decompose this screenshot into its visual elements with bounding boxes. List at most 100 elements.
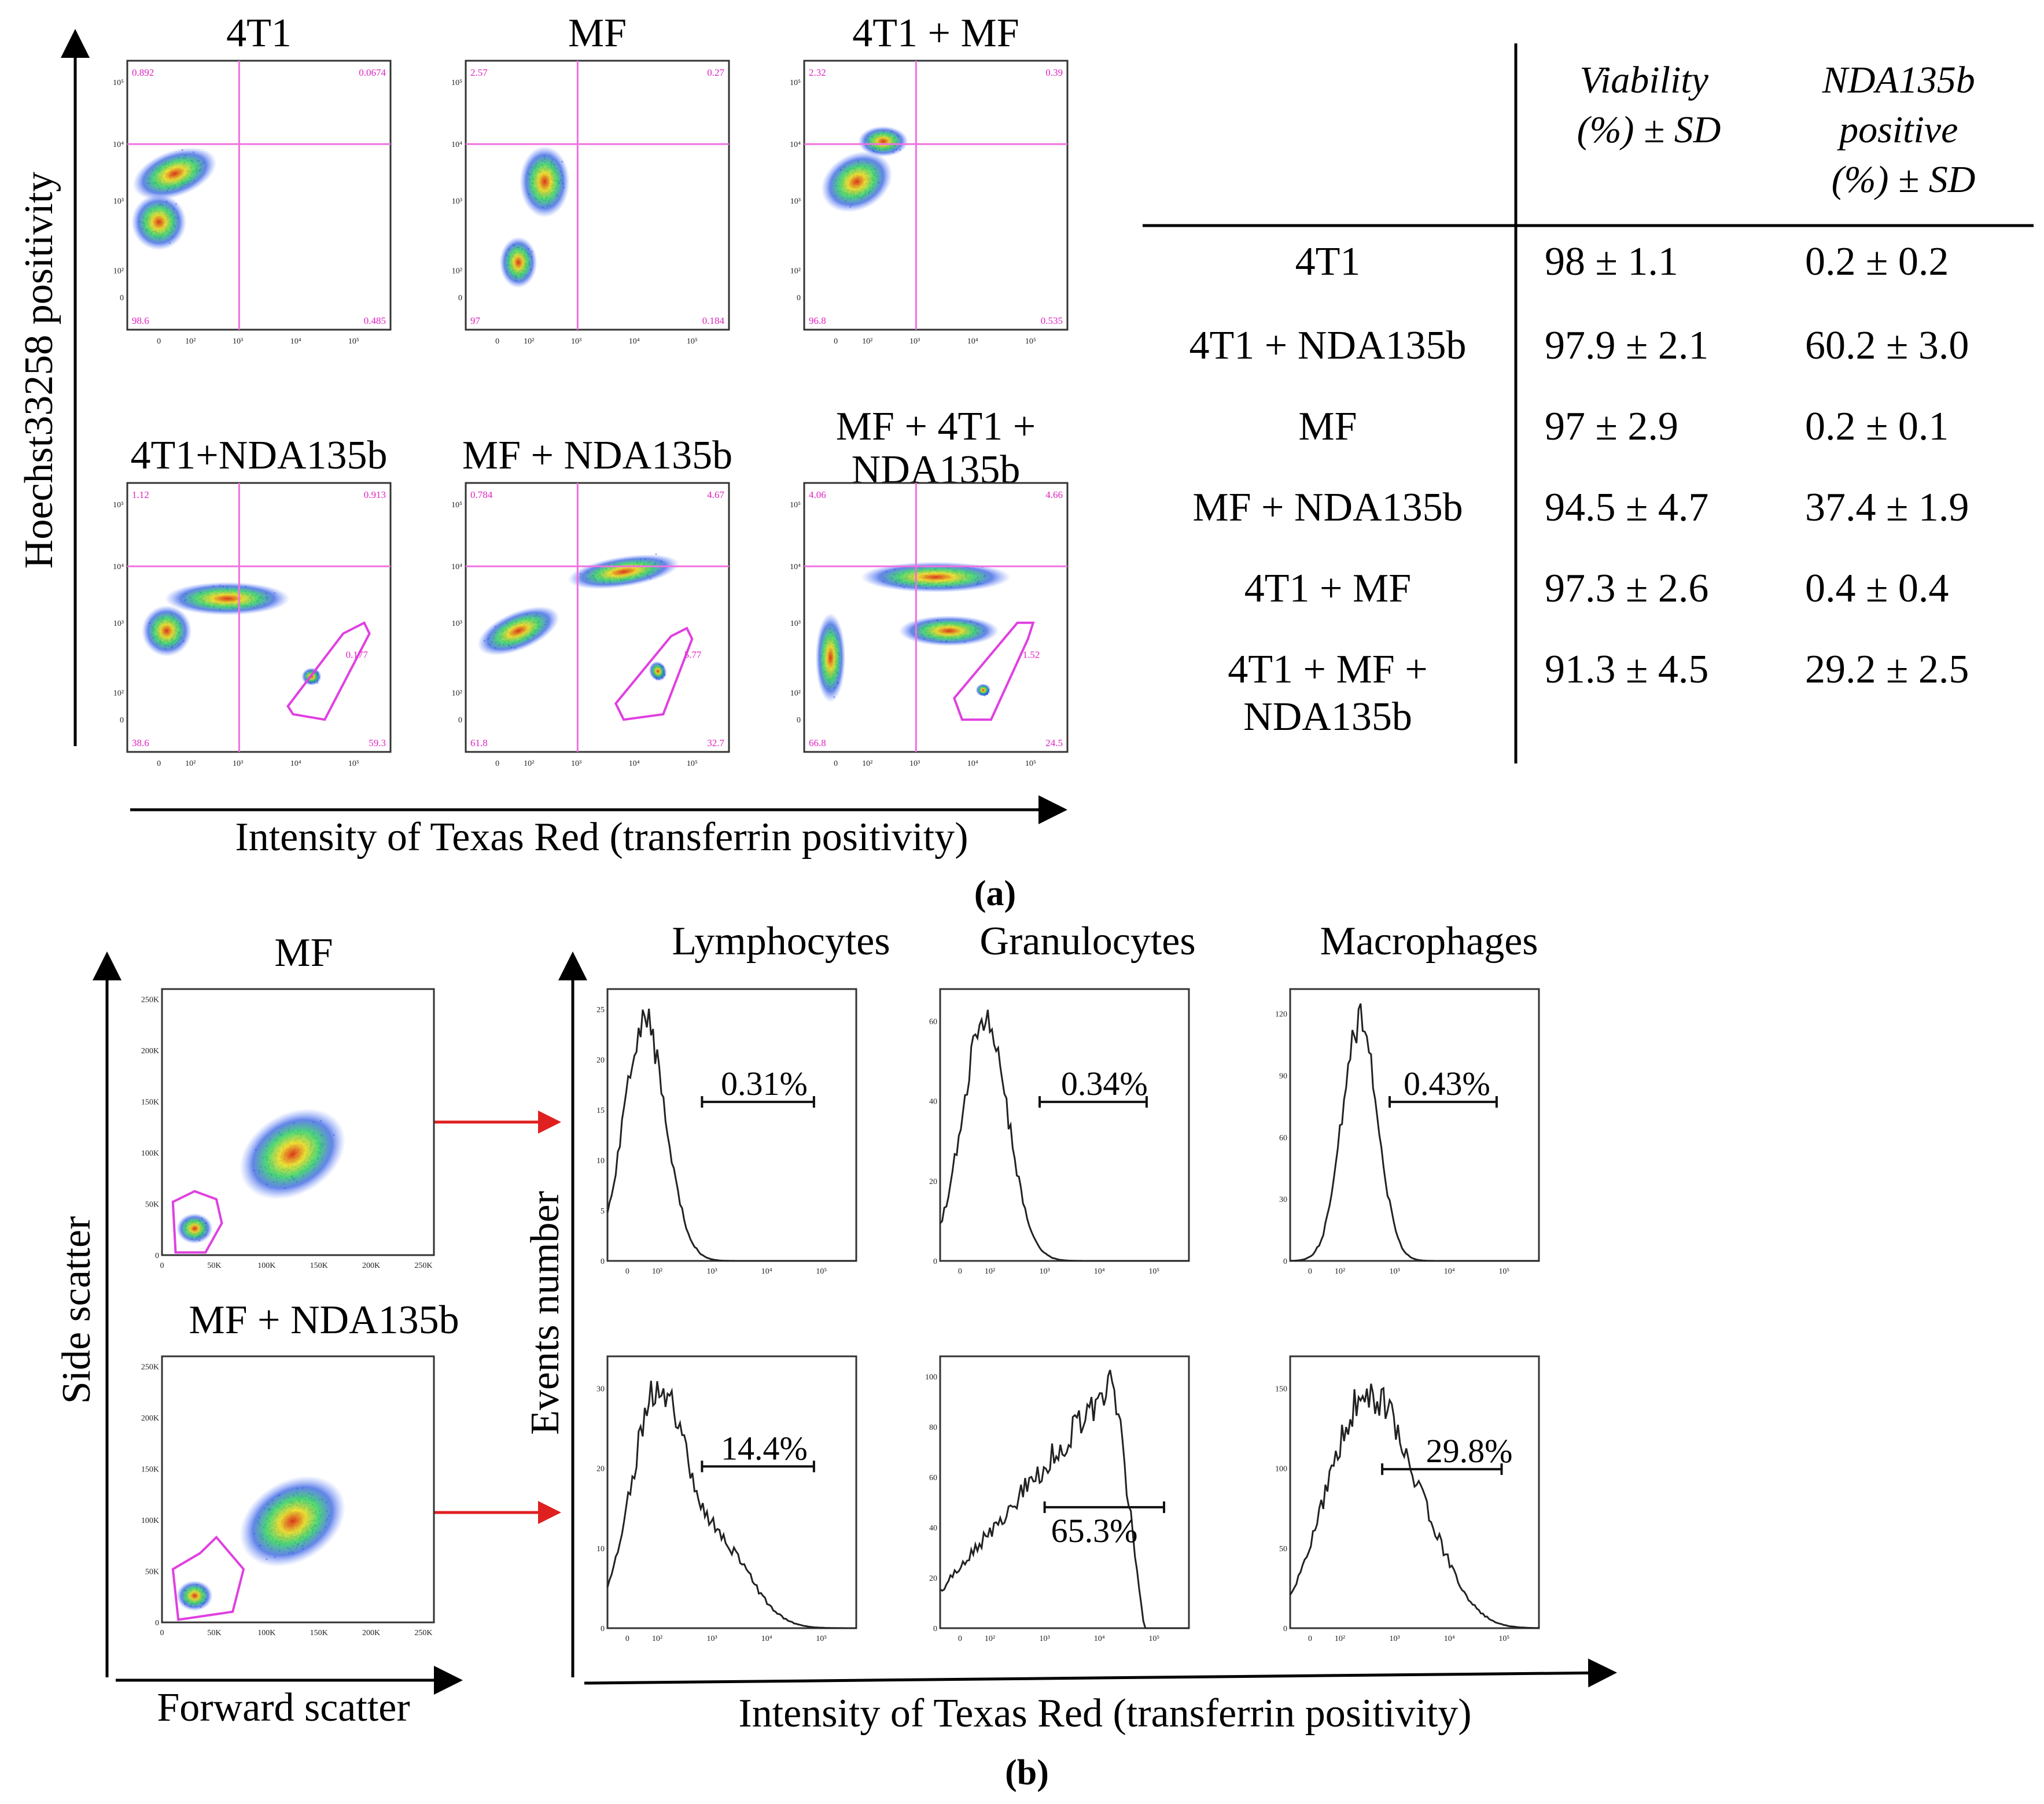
percent-label: 0.43% — [1404, 1065, 1490, 1102]
quadrant-lower-left: 61.8 — [470, 737, 488, 748]
x-tick-label: 10⁵ — [1498, 1635, 1509, 1643]
histogram-frame — [1289, 1355, 1540, 1629]
histogram: 0.34% 0 10² 10³ 10⁴ 10⁵ 0 20 40 60 — [929, 988, 1190, 1276]
y-tick-label: 0 — [933, 1257, 937, 1266]
scatter-title: MF + NDA135b — [189, 1298, 459, 1342]
x-tick-label: 0 — [160, 1261, 164, 1270]
y-tick-label: 250K — [141, 1363, 159, 1372]
quadrant-upper-left: 0.892 — [132, 67, 154, 78]
x-tick-label: 0 — [157, 759, 161, 768]
row-viability: 97 ± 2.9 — [1545, 404, 1678, 449]
quadrant-lower-left: 66.8 — [809, 737, 826, 748]
quadrant-lower-right: 0.184 — [702, 315, 725, 326]
dotplot-title: MF — [568, 11, 627, 56]
quadrant-lower-right: 59.3 — [369, 737, 386, 748]
y-tick-label: 10³ — [790, 197, 801, 206]
hist-x-axis-label: Intensity of Texas Red (transferrin posi… — [738, 1691, 1471, 1736]
event-cloud-density — [131, 194, 187, 250]
gate-value: 5.77 — [684, 649, 702, 660]
x-tick-label: 100K — [257, 1629, 275, 1637]
y-tick-label: 10² — [113, 689, 124, 698]
y-tick-label: 0 — [458, 294, 462, 302]
x-tick-label: 200K — [362, 1629, 380, 1637]
quadrant-lower-right: 24.5 — [1045, 737, 1063, 748]
histogram: 0.43% 0 10² 10³ 10⁴ 10⁵ 0 30 60 90 120 — [1275, 988, 1540, 1276]
event-cloud — [815, 613, 846, 703]
x-tick-label: 10³ — [571, 337, 581, 346]
quadrant-upper-right: 4.67 — [707, 489, 724, 500]
x-tick-label: 10⁵ — [1148, 1635, 1159, 1643]
x-tick-label: 200K — [362, 1261, 380, 1270]
percent-label: 0.31% — [721, 1065, 808, 1102]
x-tick-label: 10² — [1335, 1267, 1345, 1276]
quadrant-lower-left: 38.6 — [132, 737, 149, 748]
lymph-cluster — [176, 1580, 213, 1611]
event-cloud — [499, 237, 537, 288]
x-tick-label: 0 — [1308, 1267, 1312, 1276]
y-tick-label: 20 — [929, 1178, 937, 1186]
quadrant-lower-left: 98.6 — [132, 315, 149, 326]
x-tick-label: 10⁴ — [629, 759, 640, 768]
gate-polygon — [953, 621, 1035, 721]
event-cloud — [142, 605, 192, 656]
y-tick-label: 20 — [596, 1465, 605, 1474]
y-tick-label: 50K — [145, 1568, 159, 1577]
y-tick-label: 10² — [113, 267, 124, 276]
y-tick-label: 10⁴ — [113, 141, 124, 149]
y-tick-label: 5 — [601, 1207, 605, 1216]
header-viability: Viability (%) ± SD — [1577, 59, 1721, 151]
x-tick-label: 10⁵ — [816, 1267, 827, 1276]
event-cloud-density — [815, 613, 846, 703]
x-tick-label: 10⁵ — [816, 1635, 827, 1643]
row-sample-name: 4T1 — [1295, 239, 1361, 284]
hist-y-axis-label: Events number — [523, 1191, 568, 1435]
x-tick-label: 0 — [160, 1629, 164, 1637]
x-tick-label: 10² — [862, 337, 872, 346]
x-tick-label: 10⁴ — [967, 337, 978, 346]
event-cloud — [520, 146, 570, 218]
x-tick-label: 10³ — [1039, 1635, 1049, 1643]
dotplot-title: 4T1 — [226, 11, 292, 56]
x-tick-label: 10⁵ — [348, 337, 359, 346]
event-cloud — [240, 1475, 345, 1567]
y-tick-label: 10³ — [452, 197, 462, 206]
event-cloud-density — [132, 147, 217, 200]
lymph-cluster-density — [176, 1580, 213, 1611]
y-tick-label: 10⁴ — [451, 563, 462, 571]
histogram-frame — [1289, 988, 1540, 1262]
x-tick-label: 10⁴ — [761, 1267, 772, 1276]
table-row: 4T1 98 ± 1.1 0.2 ± 0.2 — [1295, 239, 1949, 284]
y-tick-label: 200K — [141, 1414, 159, 1423]
y-tick-label: 100 — [1275, 1465, 1287, 1474]
x-tick-label: 10⁴ — [290, 759, 301, 768]
y-tick-label: 10⁴ — [451, 141, 462, 149]
y-tick-label: 10 — [596, 1545, 605, 1554]
y-tick-label: 10⁵ — [113, 501, 124, 510]
x-tick-label: 0 — [157, 337, 161, 346]
dotplot-title: MF + 4T1 + NDA135b — [836, 404, 1036, 492]
gate-polygon — [171, 1535, 245, 1621]
row-viability: 94.5 ± 4.7 — [1545, 485, 1708, 530]
dotplot-grid: 4T1 0.892 0.0674 98.6 0.485 0 10² 10³ 10⁴ 10⁵ 0 10²… — [113, 11, 1069, 768]
y-tick-label: 0 — [797, 716, 801, 725]
y-tick-label: 0 — [797, 294, 801, 302]
scatter-plot: MF 00 50K 50K 100K 100K 150K 150K 200K 200K 250K 25… — [141, 931, 435, 1270]
event-cloud — [240, 1108, 345, 1200]
x-tick-label: 100K — [257, 1261, 275, 1270]
row-positive: 0.2 ± 0.2 — [1805, 239, 1949, 284]
event-cloud-density — [164, 582, 290, 615]
dotplot: MF 2.57 0.27 97 0.184 0 10² 10³ 10⁴ 10⁵ 0 10² 10³ 10⁴… — [451, 11, 730, 346]
histogram-trace — [1290, 1003, 1539, 1262]
x-tick-label: 50K — [207, 1261, 221, 1270]
x-tick-label: 10⁴ — [629, 337, 640, 346]
x-tick-label: 10⁴ — [1094, 1635, 1105, 1643]
table-row: 4T1 + MF + NDA135b 91.3 ± 4.5 29.2 ± 2.5 — [1228, 647, 1969, 739]
quadrant-upper-right: 0.39 — [1045, 67, 1063, 78]
x-tick-label: 10⁵ — [1148, 1267, 1159, 1276]
row-positive: 0.2 ± 0.1 — [1805, 404, 1949, 449]
dotplot-title: 4T1 + MF — [852, 11, 1019, 56]
y-tick-label: 10⁵ — [790, 501, 801, 510]
x-tick-label: 10³ — [233, 337, 243, 346]
quadrant-upper-left: 2.57 — [470, 67, 488, 78]
